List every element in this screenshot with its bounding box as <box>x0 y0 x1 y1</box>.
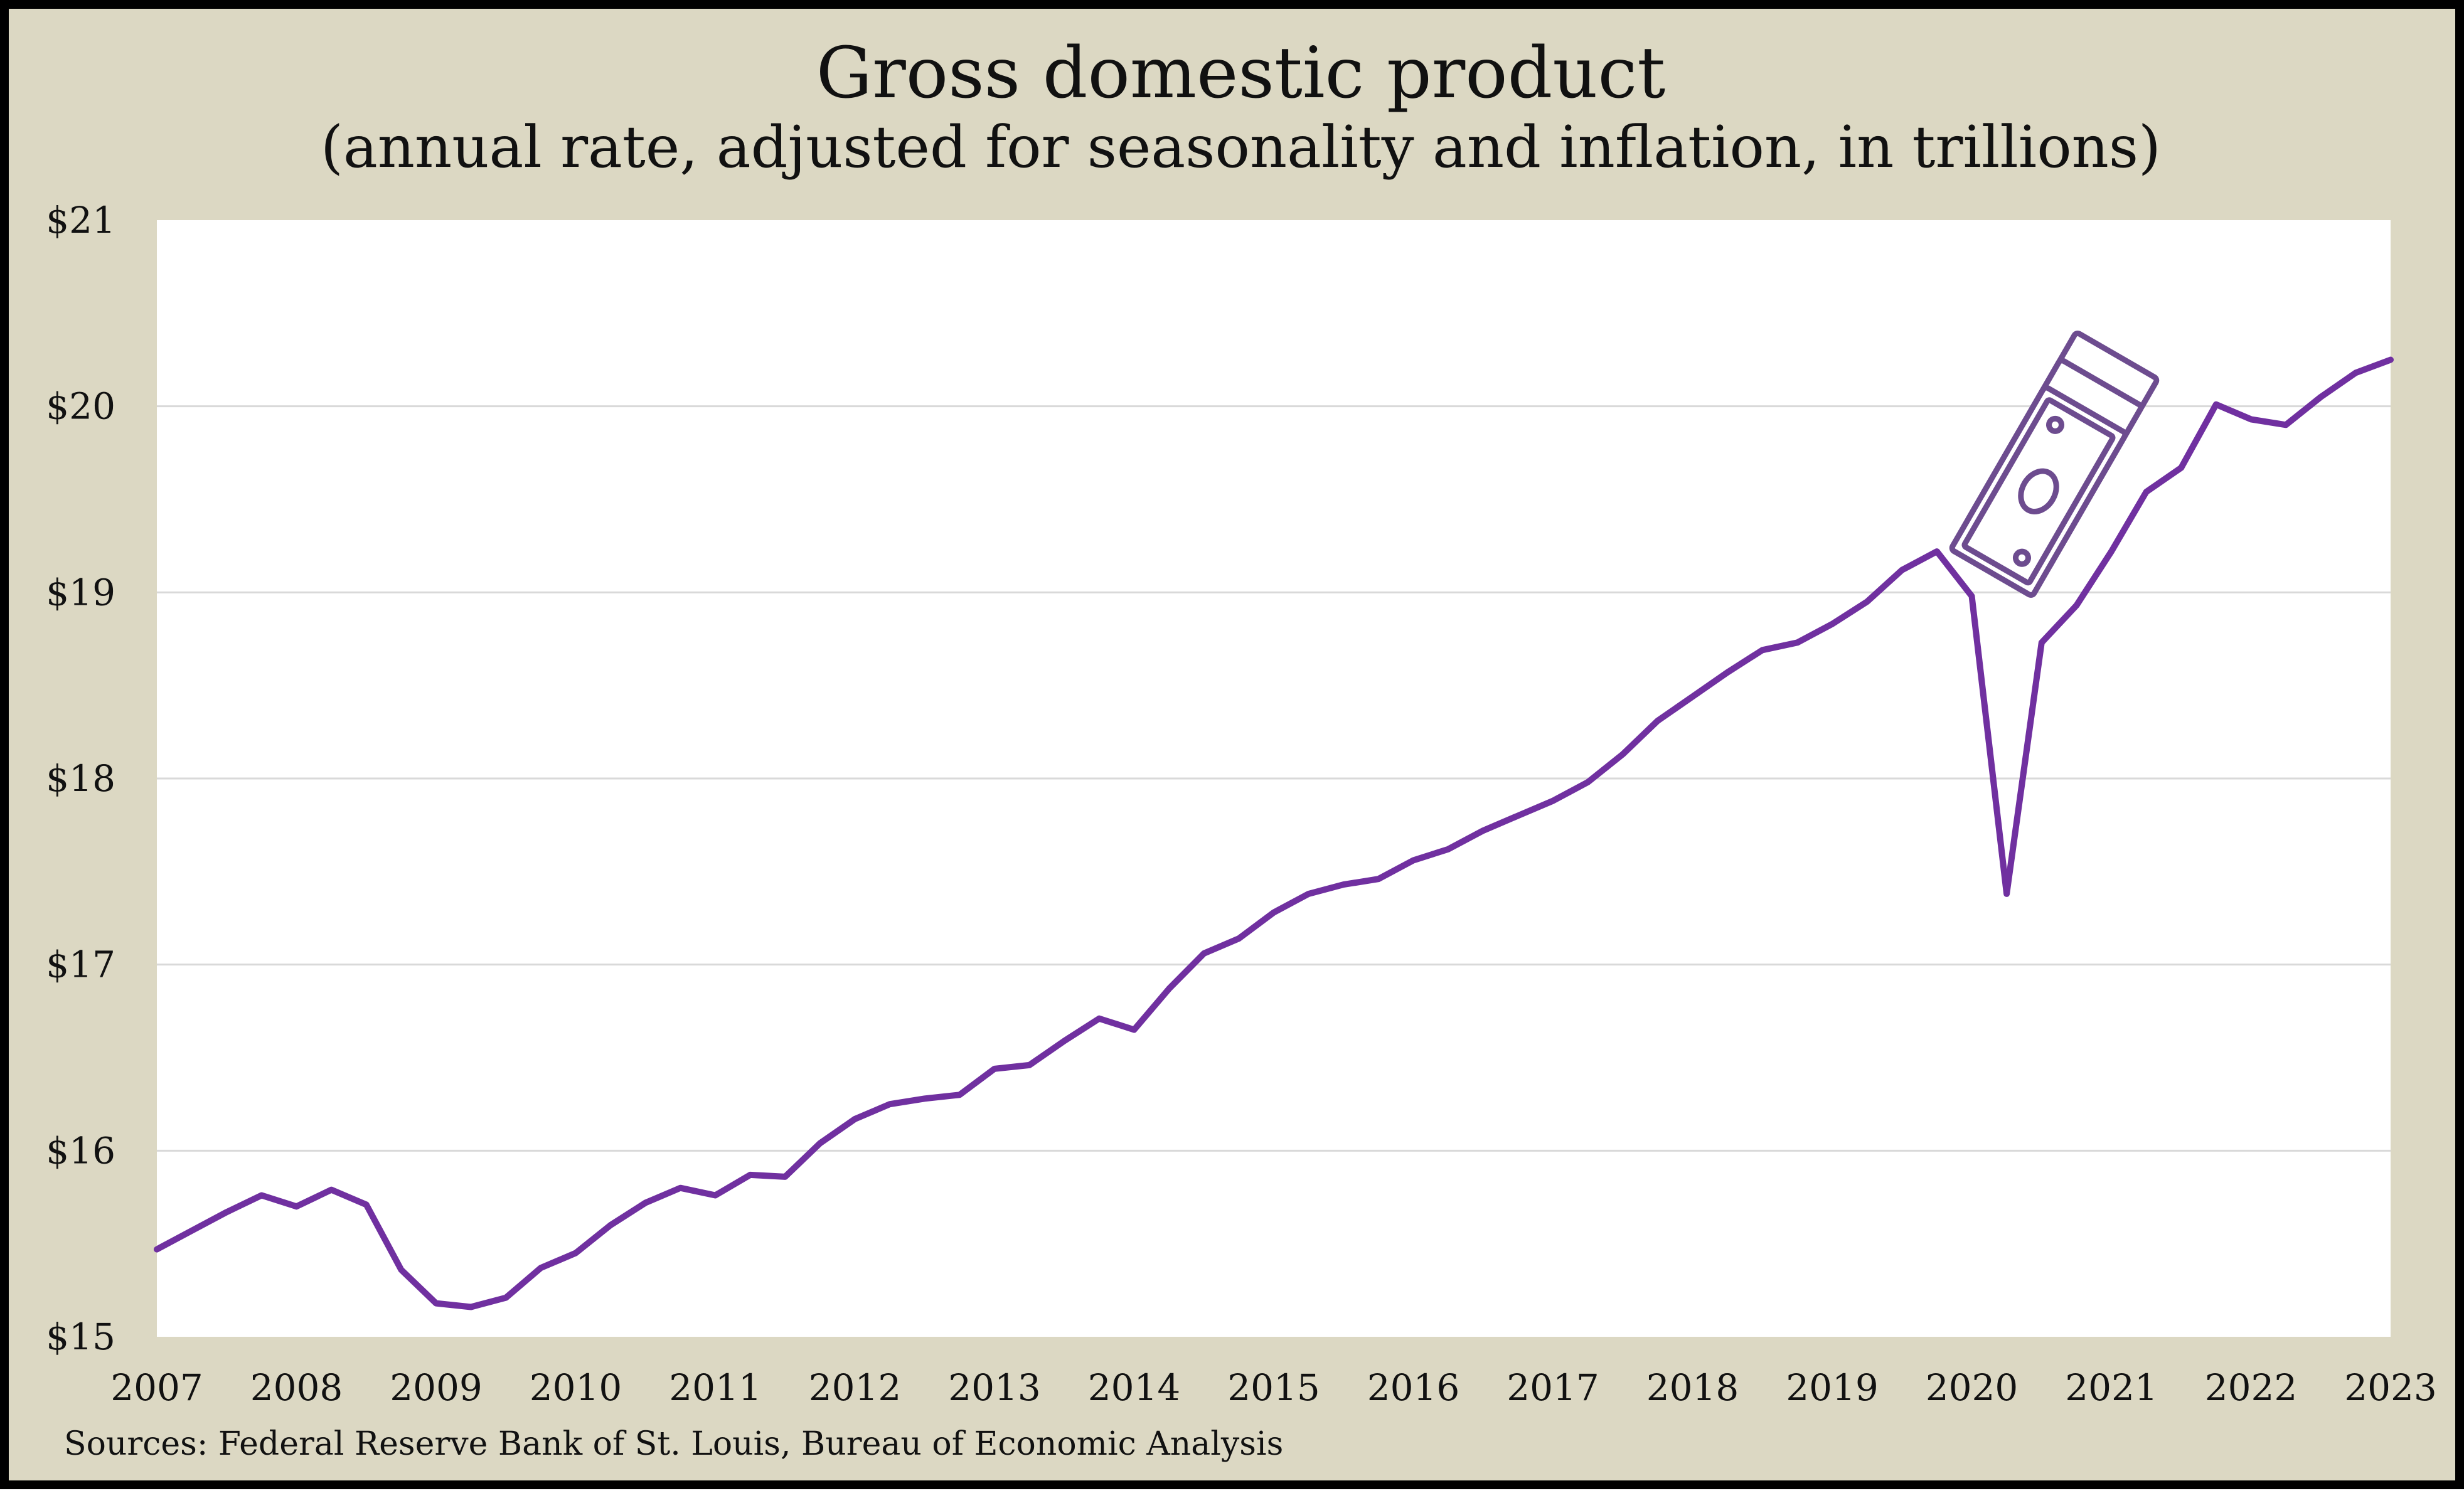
x-tick-label: 2017 <box>1507 1366 1599 1409</box>
x-tick-label: 2018 <box>1646 1366 1739 1409</box>
gdp-series-line <box>154 356 2394 1310</box>
x-tick-label: 2020 <box>1926 1366 2019 1409</box>
x-tick-label: 2012 <box>809 1366 902 1409</box>
chart-title: Gross domestic product <box>816 33 1666 114</box>
dollar-bills-icon <box>1949 330 2160 598</box>
y-tick-label: $18 <box>46 757 115 800</box>
x-tick-label: 2014 <box>1088 1366 1181 1409</box>
y-tick-label: $15 <box>46 1315 115 1358</box>
y-tick-label: $19 <box>46 571 115 614</box>
gdp-line-chart: $15$16$17$18$19$20$21 2007 2008 2009 2010 20… <box>46 199 2437 1409</box>
y-axis-ticks: $15 $16 $17 $18 $19 $20 $21 <box>46 199 115 1358</box>
series-group <box>154 356 2394 1310</box>
x-tick-label: 2008 <box>250 1366 343 1409</box>
y-tick-label: $20 <box>46 385 115 428</box>
y-tick-label: $17 <box>46 943 115 986</box>
x-tick-label: 2007 <box>110 1366 203 1409</box>
x-tick-label: 2013 <box>948 1366 1041 1409</box>
source-note: Sources: Federal Reserve Bank of St. Lou… <box>64 1425 1284 1463</box>
x-tick-label: 2009 <box>390 1366 483 1409</box>
x-tick-label: 2016 <box>1367 1366 1460 1409</box>
x-tick-label: 2023 <box>2344 1366 2437 1409</box>
x-tick-label: 2021 <box>2065 1366 2158 1409</box>
x-tick-label: 2011 <box>669 1366 762 1409</box>
x-tick-label: 2019 <box>1786 1366 1879 1409</box>
grid-lines <box>157 405 2391 1152</box>
x-axis-ticks: 2007 2008 2009 2010 2011 2012 2013 2014 2015 2016… <box>110 1366 2437 1409</box>
y-tick-label: $16 <box>46 1129 115 1172</box>
x-tick-label: 2010 <box>530 1366 622 1409</box>
chart-subtitle: (annual rate, adjusted for seasonality a… <box>321 114 2161 181</box>
x-tick-label: 2022 <box>2205 1366 2298 1409</box>
y-tick-label: $21 <box>46 199 115 242</box>
x-tick-label: 2015 <box>1227 1366 1320 1409</box>
